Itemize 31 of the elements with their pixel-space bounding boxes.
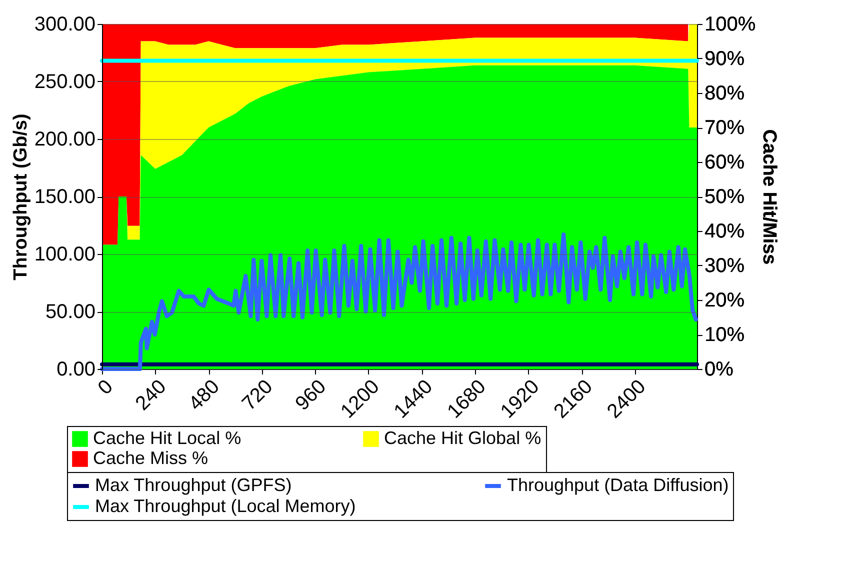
y2-tick-label: 60%	[704, 152, 745, 174]
y-tick-label: 50.00	[45, 301, 96, 323]
y2-tick-label: 100%	[704, 14, 756, 36]
x-tick-label: 960	[291, 376, 330, 415]
y2-tick-label: 10%	[704, 324, 745, 346]
y2-tick-label: 20%	[704, 290, 745, 312]
y2-axis-title: Cache Hit/Miss	[758, 129, 780, 265]
y-tick-label: 0.00	[56, 358, 96, 380]
y-tick-label: 300.00	[34, 14, 96, 36]
x-tick-label: 480	[184, 376, 224, 415]
y2-tick-label: 50%	[704, 186, 745, 208]
legend-label: Throughput (Data Diffusion)	[507, 475, 729, 495]
y2-tick-label: 30%	[704, 255, 745, 277]
x-tick-label: 240	[131, 376, 171, 415]
y2-tick-label: 70%	[704, 117, 745, 139]
x-tick-label: 0	[94, 376, 118, 400]
y2-tick-label: 40%	[704, 220, 745, 242]
y-tick-label: 150.00	[34, 186, 96, 208]
legend-label: Max Throughput (GPFS)	[95, 475, 292, 495]
legend-label: Max Throughput (Local Memory)	[95, 496, 356, 516]
y2-tick-label: 80%	[704, 82, 745, 104]
y2-tick-label: 0%	[704, 358, 734, 380]
legend-label: Cache Miss %	[93, 448, 208, 468]
y-tick-label: 250.00	[34, 71, 96, 93]
x-tick-label: 720	[238, 376, 278, 415]
legend-label: Cache Hit Global %	[384, 428, 542, 448]
y-axis-title: Throughput (Gb/s)	[10, 114, 32, 280]
y2-tick-label: 90%	[704, 48, 745, 70]
y-tick-label: 100.00	[34, 244, 96, 266]
y-tick-label: 200.00	[34, 128, 96, 150]
legend-label: Cache Hit Local %	[93, 428, 242, 448]
